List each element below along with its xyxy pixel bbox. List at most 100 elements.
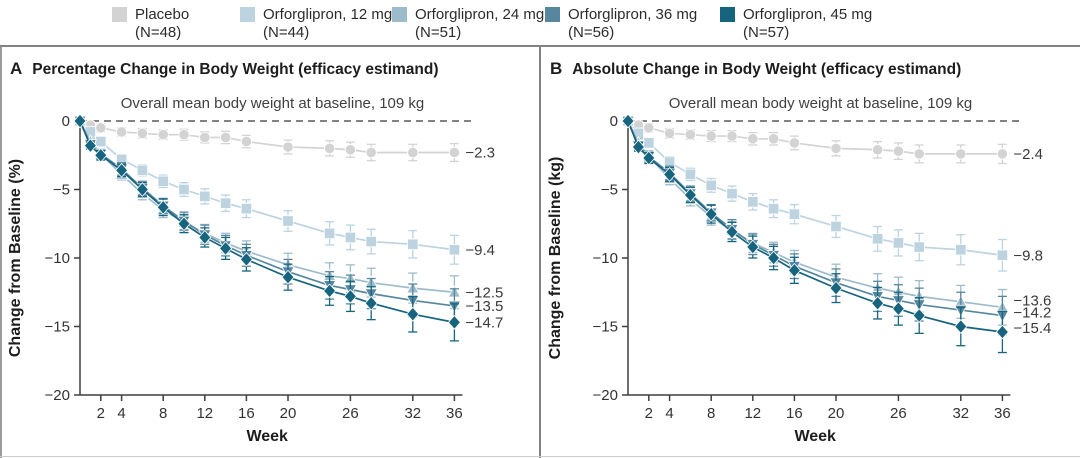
series-line	[627, 120, 1003, 317]
series-line	[79, 120, 455, 251]
circle-marker	[892, 145, 904, 157]
circle-marker	[136, 127, 148, 139]
circle-marker	[726, 130, 738, 142]
diamond-marker	[829, 280, 843, 296]
panel-b-title: B Absolute Change in Body Weight (efficac…	[550, 59, 961, 79]
diamond-marker	[704, 206, 718, 222]
legend-item-orforglipron-12mg: Orforglipron, 12 mg (N=44)	[240, 6, 392, 42]
square-marker	[955, 244, 967, 256]
circle-marker	[323, 142, 336, 155]
series-line	[627, 120, 1003, 155]
square-marker	[830, 220, 842, 233]
x-tick-label: 4	[665, 405, 673, 422]
end-value-label: −13.6	[1013, 292, 1051, 309]
diamond-marker	[343, 288, 357, 304]
legend-label: Placebo	[135, 6, 190, 23]
diamond-marker	[364, 295, 378, 311]
legend-item-orforglipron-24mg: Orforglipron, 24 mg (N=51)	[392, 6, 544, 42]
x-tick-label: 26	[890, 405, 907, 422]
square-marker	[871, 233, 884, 245]
series-placebo: −2.4	[622, 115, 1043, 165]
y-tick-label: −5	[601, 182, 618, 199]
legend-item-orforglipron-45mg: Orforglipron, 45 mg (N=57)	[720, 6, 872, 42]
diamond-marker	[198, 230, 212, 245]
circle-marker	[705, 130, 717, 142]
diamond-marker	[995, 324, 1009, 340]
panel-a-title: A Percentage Change in Body Weight (effic…	[10, 59, 439, 79]
diamond-marker	[177, 216, 191, 232]
square-marker	[344, 231, 357, 244]
diamond-marker	[447, 314, 461, 330]
circle-marker	[747, 133, 759, 145]
y-tick-label: −5	[53, 182, 70, 199]
panel-b-title-text: Absolute Change in Body Weight (efficacy…	[572, 61, 962, 78]
end-value-label: −2.4	[1013, 146, 1043, 163]
x-tick-label: 4	[117, 405, 125, 422]
legend-item-placebo: Placebo (N=48)	[112, 6, 189, 42]
square-marker	[996, 249, 1009, 261]
y-tick-label: 0	[610, 113, 618, 130]
circle-marker	[871, 144, 884, 156]
diamond-marker	[621, 113, 635, 129]
legend-label: Orforglipron, 36 mg	[568, 6, 698, 23]
circle-marker	[365, 146, 377, 159]
square-marker	[282, 215, 294, 227]
circle-marker	[643, 122, 655, 134]
circle-marker	[116, 126, 128, 138]
series-line	[79, 120, 455, 154]
circle-marker	[684, 129, 696, 141]
diamond-marker	[281, 269, 295, 285]
diamond-marker	[631, 139, 645, 155]
axes	[74, 120, 463, 401]
square-marker	[365, 235, 377, 248]
legend: Placebo (N=48) Orforglipron, 12 mg (N=44…	[0, 4, 1080, 44]
circle-marker	[830, 142, 842, 155]
panel-b-letter: B	[550, 59, 563, 78]
diamond-marker	[871, 295, 885, 311]
diamond-marker	[83, 138, 97, 154]
circle-marker	[448, 146, 460, 159]
diamond-marker	[135, 182, 149, 197]
legend-divider	[0, 45, 1080, 47]
square-marker	[95, 135, 107, 148]
x-tick-label: 12	[196, 405, 213, 422]
orforglipron-12mg-swatch-icon	[240, 7, 255, 22]
diamond-marker	[219, 241, 233, 256]
circle-marker	[788, 137, 800, 149]
x-tick-label: 26	[342, 405, 359, 422]
diamond-marker	[725, 224, 739, 240]
legend-label: Orforglipron, 24 mg	[415, 6, 545, 23]
circle-marker	[913, 148, 925, 160]
square-marker	[788, 208, 801, 220]
legend-n: (N=51)	[415, 24, 462, 41]
circle-marker	[282, 141, 294, 153]
legend-n: (N=57)	[743, 24, 790, 41]
square-marker	[178, 183, 190, 196]
diamond-marker	[663, 167, 677, 182]
end-value-label: −14.7	[465, 314, 503, 331]
circle-marker	[955, 148, 967, 160]
legend-n: (N=56)	[568, 24, 615, 41]
left-border	[0, 47, 2, 458]
x-tick-label: 36	[446, 405, 463, 422]
diamond-marker	[73, 113, 87, 129]
diamond-marker	[156, 199, 170, 215]
y-axis-title: Change from Baseline (kg)	[547, 157, 564, 360]
end-value-label: −12.5	[465, 284, 503, 301]
y-tick-label: −15	[593, 319, 618, 336]
end-value-label: −14.2	[1013, 305, 1051, 322]
diamond-marker	[239, 251, 253, 267]
square-marker	[240, 203, 253, 215]
series-placebo: −2.3	[74, 115, 495, 163]
series-line	[627, 120, 1003, 333]
x-tick-label: 32	[952, 405, 969, 422]
x-axis-title: Week	[246, 428, 288, 445]
y-tick-label: −20	[593, 387, 618, 404]
orforglipron-45mg-swatch-icon	[720, 7, 735, 22]
square-marker	[913, 241, 925, 253]
panel-a: A Percentage Change in Body Weight (effic…	[0, 47, 540, 458]
diamond-marker	[642, 150, 656, 166]
diamond-marker	[323, 283, 337, 299]
square-marker	[136, 164, 149, 176]
